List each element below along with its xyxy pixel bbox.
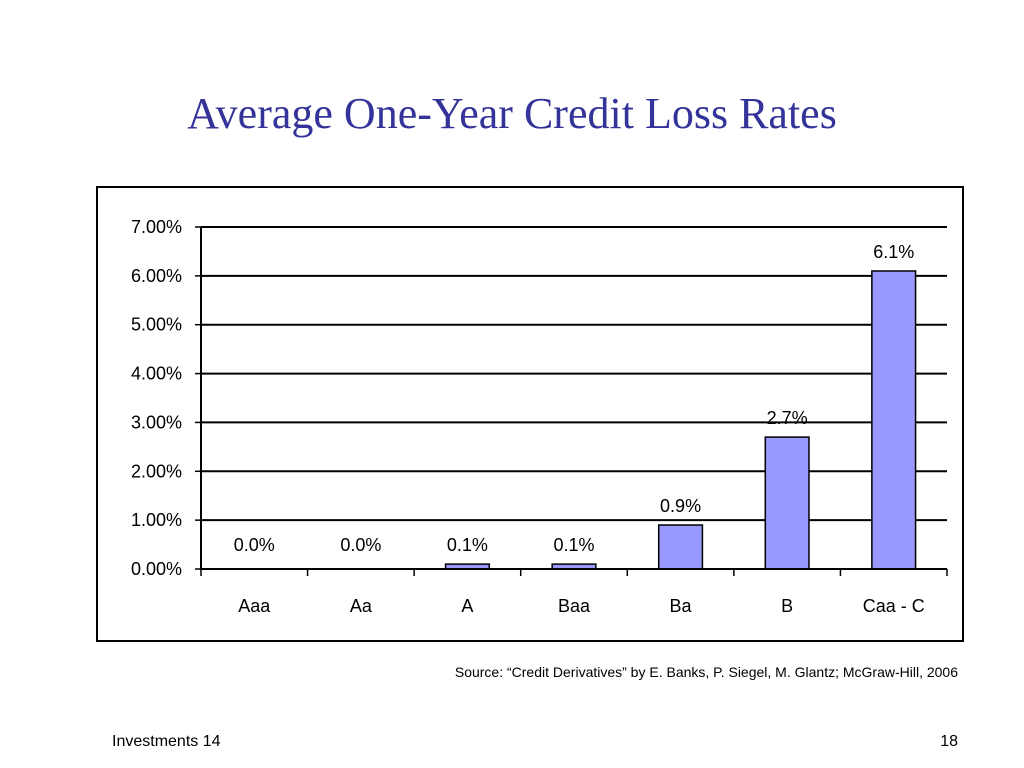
y-tick-label: 7.00% xyxy=(131,217,182,237)
y-tick-label: 2.00% xyxy=(131,461,182,481)
data-labels: 0.0% 0.0% 0.1% 0.1% 0.9% 2.7% 6.1% xyxy=(234,242,914,555)
bar xyxy=(764,436,810,570)
x-tick-label: Aa xyxy=(350,596,373,616)
source-citation: Source: “Credit Derivatives” by E. Banks… xyxy=(454,664,958,680)
y-axis-ticks: 0.00% 1.00% 2.00% 3.00% 4.00% 5.00% 6.00% 7.00% xyxy=(131,217,201,579)
page-number: 18 xyxy=(940,733,958,750)
y-tick-label: 3.00% xyxy=(131,412,182,432)
bar xyxy=(871,270,917,570)
bar xyxy=(657,524,704,570)
y-tick-label: 4.00% xyxy=(131,364,182,384)
y-tick-label: 6.00% xyxy=(131,266,182,286)
slide-title: Average One-Year Credit Loss Rates xyxy=(187,89,837,138)
data-label: 0.0% xyxy=(340,535,381,555)
footer-course-label: Investments 14 xyxy=(112,733,221,750)
data-label: 0.0% xyxy=(234,535,275,555)
y-tick-label: 0.00% xyxy=(131,559,182,579)
data-label: 0.1% xyxy=(447,535,488,555)
x-axis-ticks: Aaa Aa A Baa Ba B Caa - C xyxy=(200,569,948,616)
data-label: 6.1% xyxy=(873,242,914,262)
x-tick-label: B xyxy=(781,596,793,616)
data-label: 2.7% xyxy=(767,408,808,428)
data-label: 0.9% xyxy=(660,496,701,516)
chart-frame xyxy=(96,186,964,642)
y-tick-label: 5.00% xyxy=(131,315,182,335)
x-tick-label: Baa xyxy=(558,596,591,616)
data-label: 0.1% xyxy=(553,535,594,555)
x-tick-label: Ba xyxy=(670,596,693,616)
x-tick-label: Aaa xyxy=(238,596,271,616)
x-tick-label: A xyxy=(461,596,473,616)
gridlines xyxy=(201,226,947,522)
x-tick-label: Caa - C xyxy=(863,596,925,616)
y-tick-label: 1.00% xyxy=(131,510,182,530)
